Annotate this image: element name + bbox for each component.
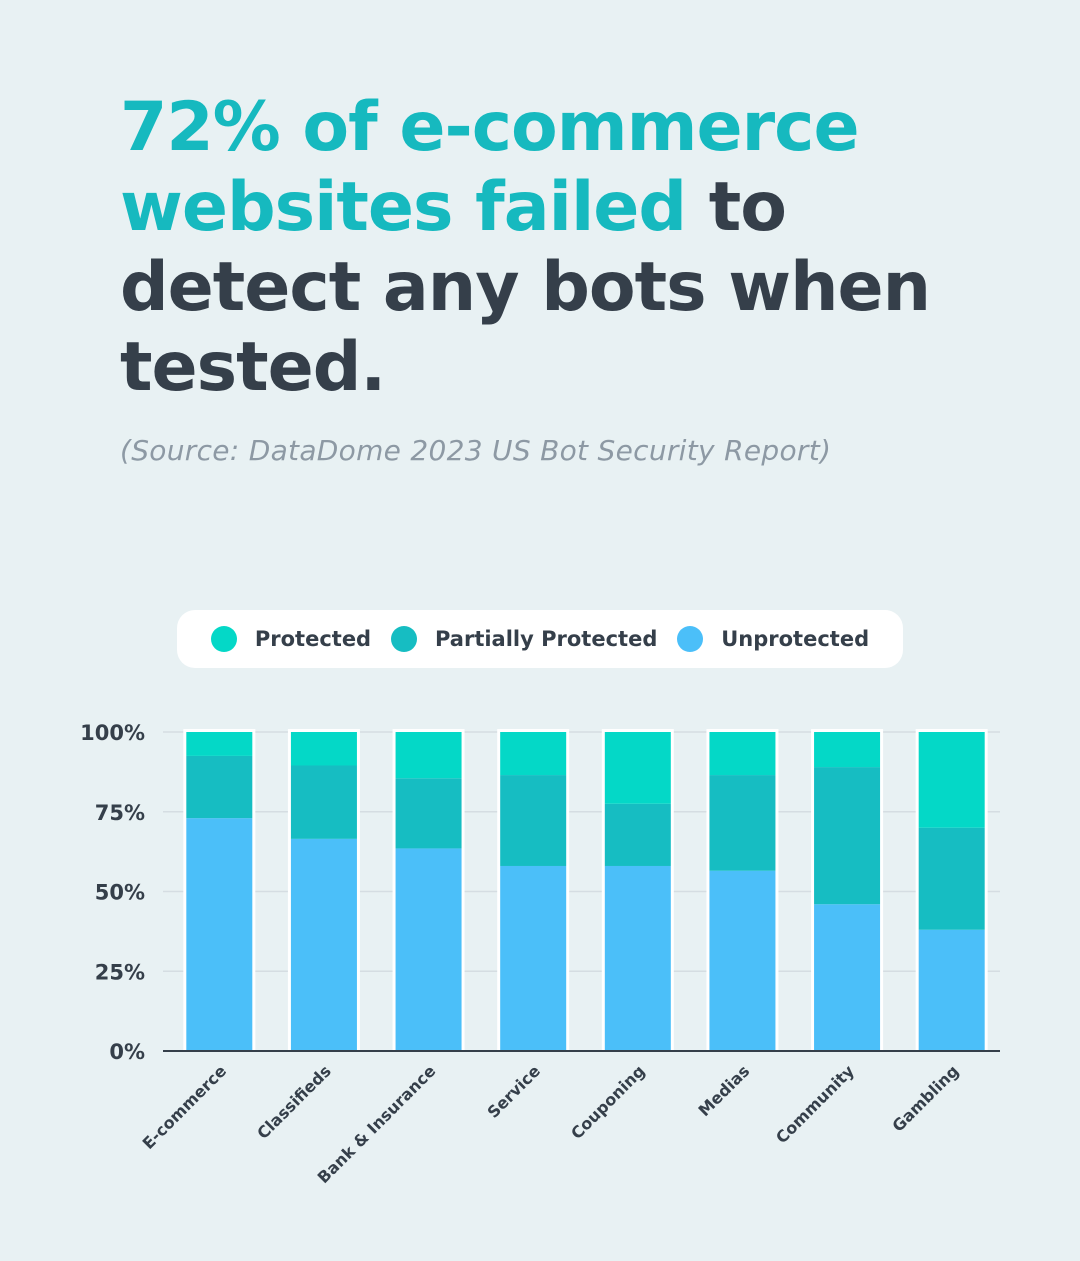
legend-dot-protected xyxy=(210,626,237,652)
legend-label-protected: Protected xyxy=(254,627,372,651)
x-tick-label: Couponing xyxy=(567,1061,649,1143)
y-tick-label: 0% xyxy=(109,1040,145,1064)
bar-bank-and-insurance xyxy=(392,729,465,1051)
y-tick-label: 75% xyxy=(95,801,145,825)
stacked-bar-chart: 0% 25% 50% 75% 100% E-commerce ClassifiedsBank… xyxy=(80,721,1000,1187)
bar-segment-partially-protected xyxy=(395,778,462,849)
bar-segment-unprotected xyxy=(604,865,671,1051)
headline-accent: 72% of e-commerce websites failed xyxy=(120,88,860,247)
bar-segment-partially-protected xyxy=(290,765,357,839)
x-tick-label: Classifieds xyxy=(253,1061,334,1142)
bar-segment-unprotected xyxy=(500,865,567,1051)
bar-community xyxy=(811,729,884,1051)
chart-legend: Protected Partially Protected Unprotecte… xyxy=(177,610,903,668)
y-tick-label: 25% xyxy=(95,960,145,984)
bar-e-commerce xyxy=(183,729,256,1051)
bar-segment-partially-protected xyxy=(186,755,253,819)
headline: 72% of e-commerce websites failed to det… xyxy=(120,88,1020,408)
legend-label-partially-protected: Partially Protected xyxy=(434,627,658,651)
bar-segment-partially-protected xyxy=(604,803,671,866)
bar-segment-unprotected xyxy=(814,904,881,1051)
bar-segment-protected xyxy=(918,732,985,828)
bar-segment-partially-protected xyxy=(709,775,776,871)
bar-segment-unprotected xyxy=(290,838,357,1051)
bar-segment-partially-protected xyxy=(500,775,567,866)
bar-segment-unprotected xyxy=(709,870,776,1051)
bar-service xyxy=(497,729,570,1051)
bar-segment-unprotected xyxy=(395,848,462,1051)
bar-segment-protected xyxy=(500,732,567,776)
headline-rest: to detect any bots when tested. xyxy=(120,168,931,407)
bar-segment-protected xyxy=(290,732,357,766)
source-note: (Source: DataDome 2023 US Bot Security R… xyxy=(120,434,832,467)
y-tick-label: 50% xyxy=(95,881,145,905)
legend-label-unprotected: Unprotected xyxy=(721,627,870,651)
bar-segment-partially-protected xyxy=(918,827,985,930)
bar-segment-unprotected xyxy=(918,929,985,1051)
bar-couponing xyxy=(601,729,674,1051)
bar-segment-unprotected xyxy=(186,818,253,1051)
x-tick-label: Gambling xyxy=(888,1061,962,1135)
x-tick-label: Service xyxy=(484,1061,545,1122)
bar-segment-protected xyxy=(604,732,671,804)
x-tick-label: E-commerce xyxy=(139,1061,231,1153)
bar-gambling xyxy=(915,729,988,1051)
bar-segment-protected xyxy=(186,732,253,756)
legend-dot-partially-protected xyxy=(390,626,417,652)
x-tick-label: Medias xyxy=(695,1061,754,1120)
y-tick-label: 100% xyxy=(80,721,145,745)
bar-segment-partially-protected xyxy=(814,767,881,905)
legend-dot-unprotected xyxy=(677,626,704,652)
bar-segment-protected xyxy=(709,732,776,776)
x-tick-label: Community xyxy=(772,1061,858,1147)
x-tick-label: Bank & Insurance xyxy=(314,1061,440,1187)
bar-classifieds xyxy=(287,729,360,1051)
bar-segment-protected xyxy=(814,732,881,768)
bar-medias xyxy=(706,729,779,1051)
legend-item-partially-protected: Partially Protected xyxy=(390,626,658,652)
legend-item-protected: Protected xyxy=(210,626,372,652)
legend-item-unprotected: Unprotected xyxy=(677,626,869,652)
bar-segment-protected xyxy=(395,732,462,779)
